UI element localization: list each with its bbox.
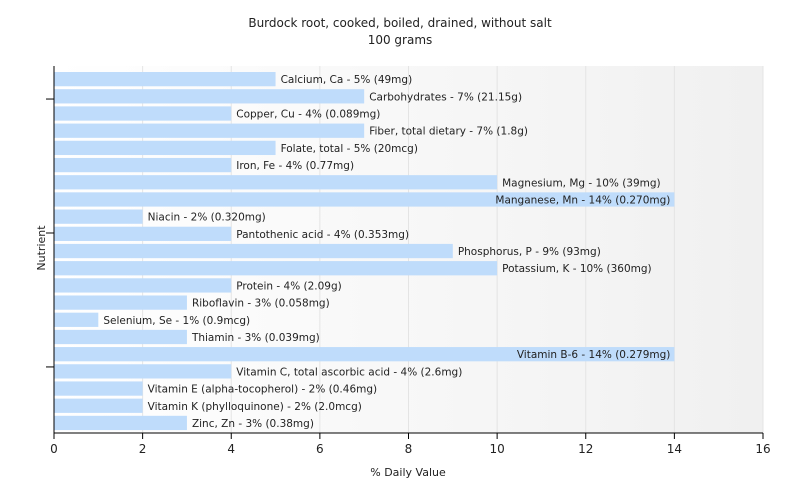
bar	[54, 261, 498, 276]
bar-label: Calcium, Ca - 5% (49mg)	[281, 74, 413, 86]
x-tick-label: 16	[755, 442, 770, 456]
bar	[54, 106, 232, 121]
chart-subtitle: 100 grams	[368, 33, 433, 47]
bar-label: Copper, Cu - 4% (0.089mg)	[236, 109, 380, 121]
x-tick-label: 12	[578, 442, 593, 456]
bar-label: Zinc, Zn - 3% (0.38mg)	[192, 418, 314, 430]
bar	[54, 243, 453, 259]
bars: Calcium, Ca - 5% (49mg) Carbohydrates - 7…	[54, 72, 675, 431]
bar-label: Riboflavin - 3% (0.058mg)	[192, 298, 330, 310]
bar	[54, 226, 232, 241]
bar	[54, 415, 187, 431]
x-tick-label: 6	[316, 442, 324, 456]
x-axis-title: % Daily Value	[370, 466, 446, 479]
bar-label: Folate, total - 5% (20mcg)	[281, 143, 418, 155]
bar-label: Protein - 4% (2.09g)	[236, 280, 342, 292]
x-tick-label: 4	[227, 442, 235, 456]
x-tick-label: 10	[489, 442, 504, 456]
bar-label: Carbohydrates - 7% (21.15g)	[369, 91, 522, 103]
bar-label: Niacin - 2% (0.320mg)	[148, 212, 266, 224]
bar-label: Potassium, K - 10% (360mg)	[502, 263, 652, 275]
bar-label: Vitamin C, total ascorbic acid - 4% (2.6…	[236, 366, 462, 378]
x-tick-label: 0	[50, 442, 58, 456]
x-tick-label: 8	[405, 442, 413, 456]
bar	[54, 364, 232, 379]
bar	[54, 209, 143, 224]
bar	[54, 123, 365, 138]
bar-label: Manganese, Mn - 14% (0.270mg)	[495, 194, 670, 206]
bar	[54, 89, 365, 104]
bar-label: Vitamin B-6 - 14% (0.279mg)	[517, 349, 671, 361]
bar	[54, 381, 143, 396]
x-ticks: 0 2 4 6 8 10 12 14 16	[50, 433, 771, 456]
bar	[54, 278, 232, 293]
bar	[54, 295, 187, 310]
bar	[54, 398, 143, 413]
bar-label: Selenium, Se - 1% (0.9mcg)	[103, 315, 250, 327]
bar-label: Magnesium, Mg - 10% (39mg)	[502, 177, 661, 189]
chart-title: Burdock root, cooked, boiled, drained, w…	[248, 16, 552, 30]
bar	[54, 192, 675, 207]
bar	[54, 72, 276, 87]
bar-label: Iron, Fe - 4% (0.77mg)	[236, 160, 354, 172]
bar	[54, 347, 675, 362]
bar-label: Thiamin - 3% (0.039mg)	[191, 332, 320, 344]
bar	[54, 329, 187, 345]
bar-label: Phosphorus, P - 9% (93mg)	[458, 246, 601, 258]
y-axis-title: Nutrient	[35, 225, 48, 271]
bar-label: Vitamin K (phylloquinone) - 2% (2.0mcg)	[148, 401, 362, 413]
bar-label: Fiber, total dietary - 7% (1.8g)	[369, 126, 528, 138]
bar-label: Vitamin E (alpha-tocopherol) - 2% (0.46m…	[148, 384, 378, 396]
bar	[54, 312, 99, 327]
bar	[54, 175, 498, 190]
bar	[54, 140, 276, 156]
x-tick-label: 14	[667, 442, 682, 456]
bar	[54, 157, 232, 173]
bar-label: Pantothenic acid - 4% (0.353mg)	[236, 229, 409, 241]
x-tick-label: 2	[139, 442, 147, 456]
